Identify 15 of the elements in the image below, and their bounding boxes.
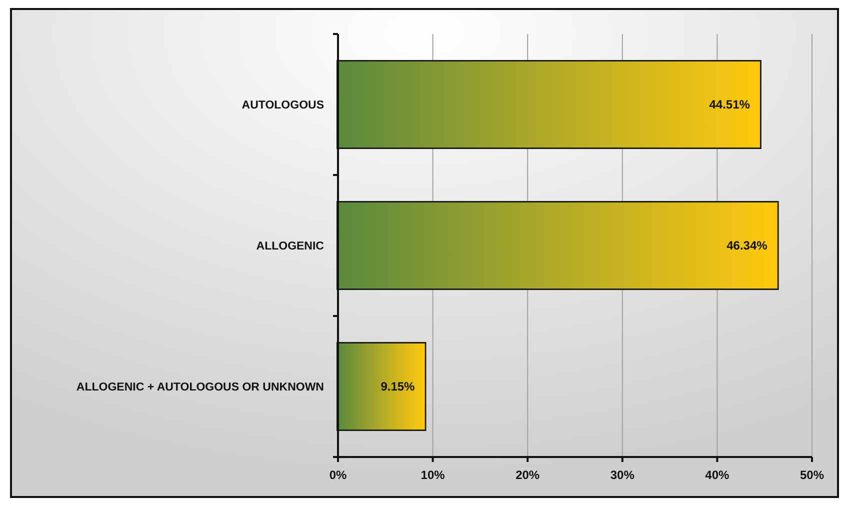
x-tick-label: 20%: [516, 468, 540, 482]
y-tick-label: ALLOGENIC + AUTOLOGOUS OR UNKNOWN: [76, 382, 324, 394]
y-tick-label: ALLOGENIC: [256, 240, 324, 253]
y-tick-label: AUTOLOGOUS: [242, 100, 324, 112]
bar: [338, 343, 425, 430]
x-tick-label: 40%: [705, 468, 730, 482]
data-label: 9.15%: [380, 380, 416, 394]
x-tick-label: 50%: [800, 468, 824, 482]
x-tick-label: 30%: [610, 468, 635, 482]
bar: [338, 61, 760, 148]
x-tick-label: 0%: [329, 468, 347, 482]
data-label: 46.34%: [726, 238, 768, 253]
x-tick-label: 10%: [420, 468, 446, 482]
data-label: 44.51%: [709, 98, 750, 112]
bar: [338, 202, 778, 289]
